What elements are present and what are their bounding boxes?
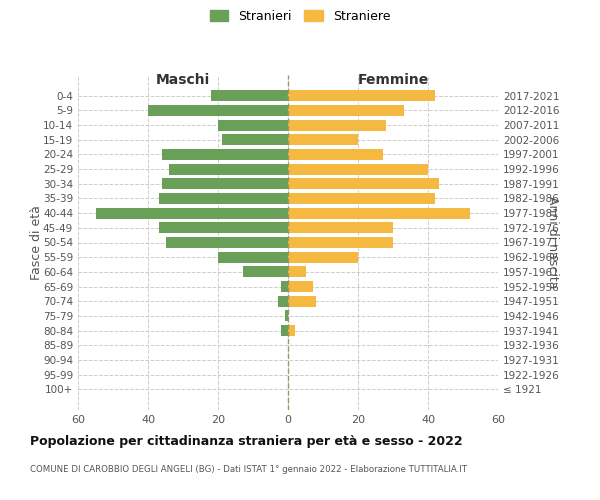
Bar — [158, 193, 288, 204]
Bar — [288, 325, 295, 336]
Bar — [288, 164, 428, 174]
Bar — [218, 252, 288, 262]
Bar — [288, 296, 316, 306]
Bar — [169, 164, 288, 174]
Bar — [281, 325, 288, 336]
Bar — [284, 310, 288, 322]
Bar — [281, 281, 288, 292]
Text: Maschi: Maschi — [156, 73, 210, 87]
Bar — [158, 222, 288, 234]
Bar — [288, 193, 435, 204]
Bar — [288, 237, 393, 248]
Text: Fasce di età: Fasce di età — [29, 205, 43, 280]
Bar — [162, 149, 288, 160]
Bar — [288, 266, 305, 278]
Bar — [242, 266, 288, 278]
Legend: Stranieri, Straniere: Stranieri, Straniere — [206, 6, 394, 26]
Bar — [221, 134, 288, 145]
Bar — [288, 222, 393, 234]
Bar — [288, 149, 383, 160]
Text: Anni di nascita: Anni di nascita — [546, 196, 559, 289]
Bar — [288, 105, 404, 116]
Bar — [218, 120, 288, 130]
Bar — [288, 208, 470, 218]
Bar — [277, 296, 288, 306]
Bar — [288, 281, 313, 292]
Text: COMUNE DI CAROBBIO DEGLI ANGELI (BG) - Dati ISTAT 1° gennaio 2022 - Elaborazione: COMUNE DI CAROBBIO DEGLI ANGELI (BG) - D… — [30, 465, 467, 474]
Bar — [288, 178, 439, 190]
Bar — [288, 252, 358, 262]
Bar — [288, 134, 358, 145]
Text: Femmine: Femmine — [358, 73, 428, 87]
Bar — [162, 178, 288, 190]
Bar — [148, 105, 288, 116]
Bar — [95, 208, 288, 218]
Bar — [288, 120, 386, 130]
Bar — [211, 90, 288, 101]
Bar — [166, 237, 288, 248]
Text: Popolazione per cittadinanza straniera per età e sesso - 2022: Popolazione per cittadinanza straniera p… — [30, 435, 463, 448]
Bar — [288, 90, 435, 101]
